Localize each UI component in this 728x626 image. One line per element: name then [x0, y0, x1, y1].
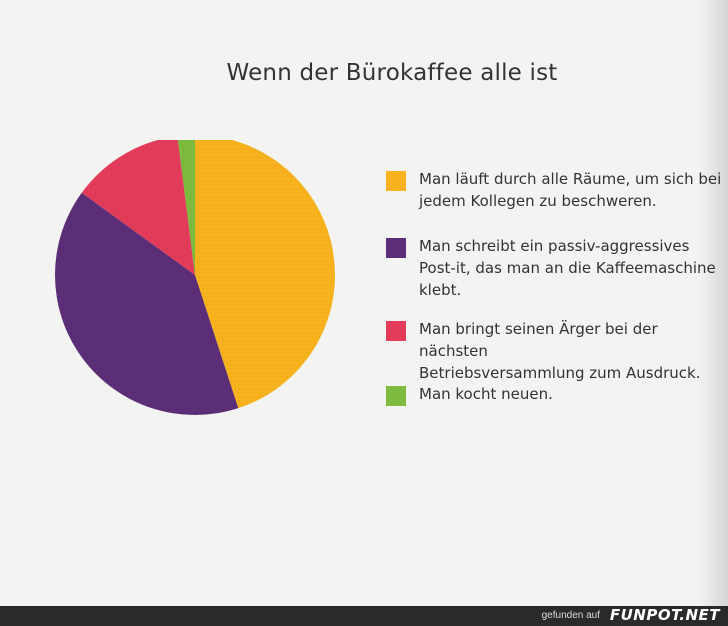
book-page: Wenn der Bürokaffee alle ist Man läuft d… — [0, 0, 728, 606]
watermark-brand: FUNPOT.NET — [609, 606, 720, 624]
legend-swatch — [386, 238, 406, 258]
legend-label: Man schreibt ein passiv-aggressives Post… — [419, 237, 716, 299]
legend-label: Man läuft durch alle Räume, um sich bei … — [419, 170, 722, 210]
legend-swatch — [386, 171, 406, 191]
legend-swatch — [386, 321, 406, 341]
legend-label: Man bringt seinen Ärger bei der nächsten… — [419, 320, 701, 382]
pie-chart — [54, 140, 335, 416]
legend-label: Man kocht neuen. — [419, 385, 553, 403]
watermark-bar: gefunden auf FUNPOT.NET — [0, 606, 728, 626]
chart-title: Wenn der Bürokaffee alle ist — [226, 60, 558, 86]
legend-swatch — [386, 386, 406, 406]
watermark-prefix: gefunden auf — [541, 610, 600, 621]
pie-texture — [55, 140, 335, 415]
